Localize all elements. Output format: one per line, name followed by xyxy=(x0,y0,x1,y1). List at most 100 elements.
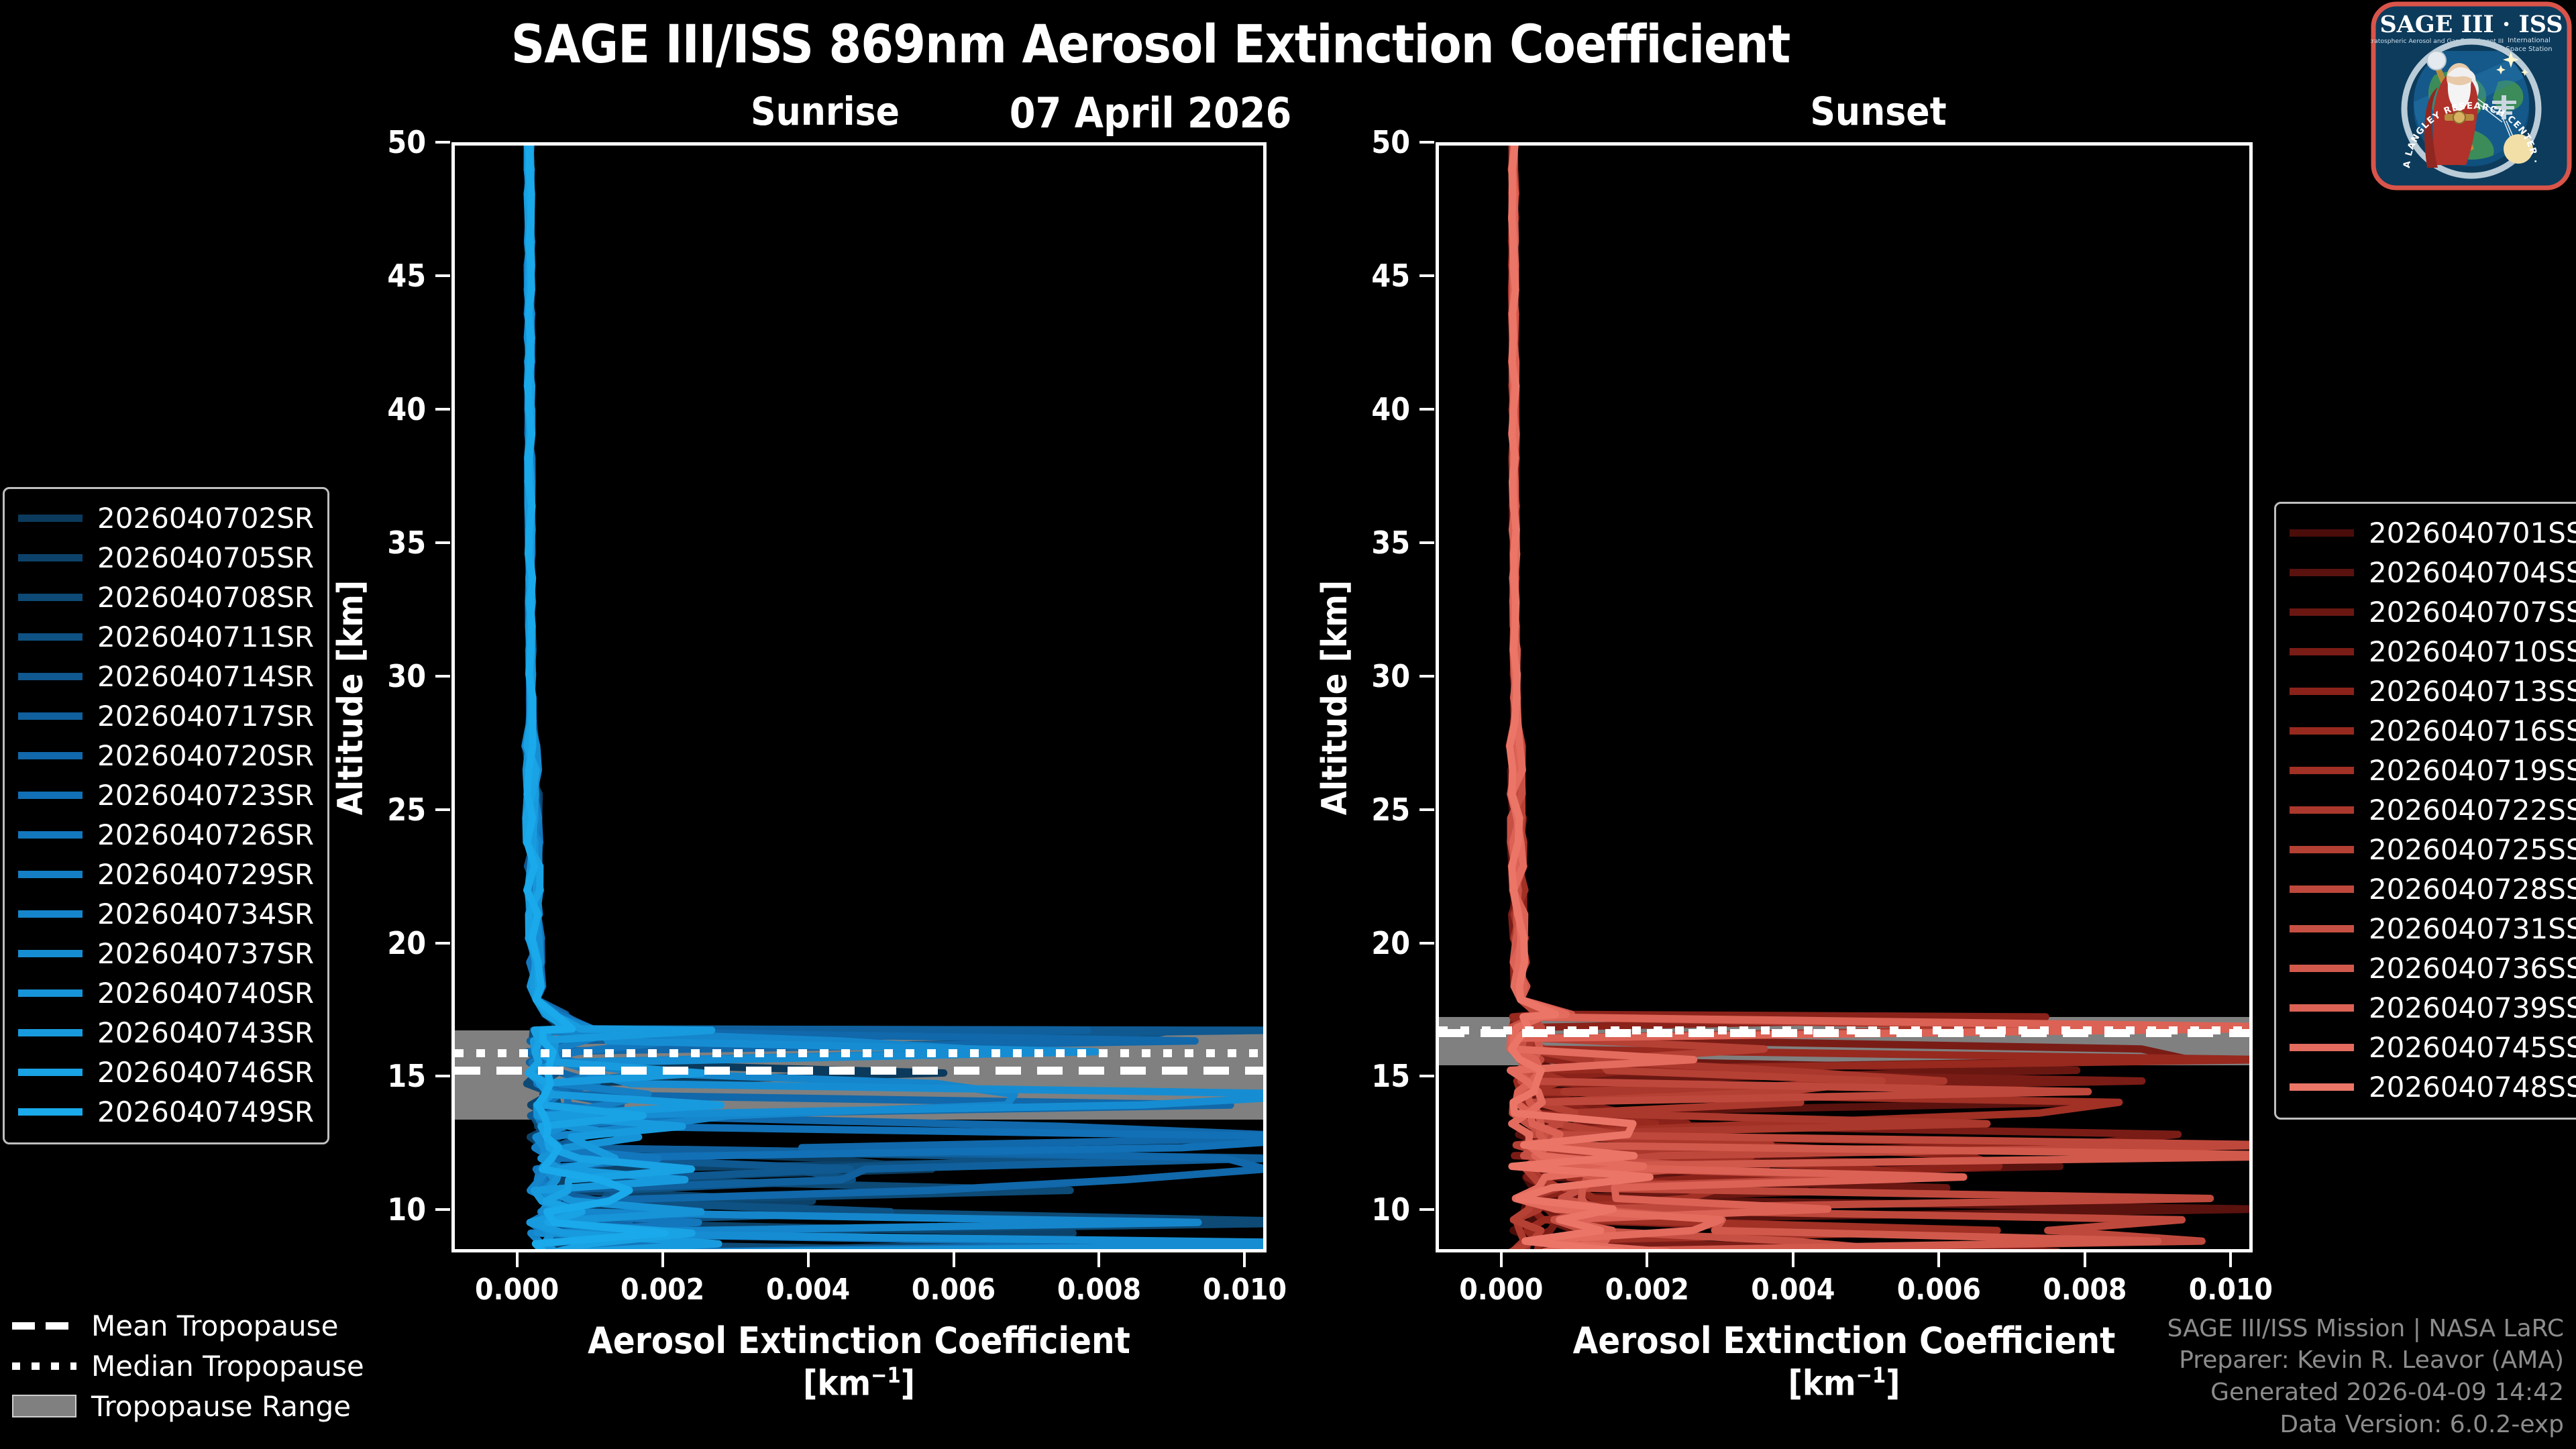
legend-color-swatch xyxy=(18,1108,83,1116)
y-axis-tick-label: 45 xyxy=(1371,257,1410,294)
x-axis-tick-label: 0.006 xyxy=(911,1273,996,1307)
x-axis-tick-mark xyxy=(2229,1252,2233,1267)
legend-item[interactable]: 2026040720SR xyxy=(18,736,314,775)
legend-item[interactable]: 2026040713SS xyxy=(2290,672,2576,711)
x-axis-tick-mark xyxy=(952,1252,955,1267)
sunrise-legend[interactable]: 2026040702SR 2026040705SR 2026040708SR 2026… xyxy=(3,487,330,1144)
legend-item[interactable]: 2026040707SS xyxy=(2290,592,2576,632)
legend-item[interactable]: 2026040749SR xyxy=(18,1092,314,1132)
series-layer xyxy=(1505,146,2249,1249)
data-series-line xyxy=(1506,146,1654,1249)
y-axis-tick-label: 50 xyxy=(387,124,426,160)
legend-item[interactable]: 2026040728SS xyxy=(2290,869,2576,909)
legend-item[interactable]: 2026040722SS xyxy=(2290,790,2576,830)
legend-item[interactable]: 2026040708SR xyxy=(18,578,314,617)
legend-label: 2026040719SS xyxy=(2369,754,2576,787)
legend-label: 2026040717SR xyxy=(97,700,315,733)
y-axis-tick-label: 25 xyxy=(387,791,426,828)
legend-item[interactable]: 2026040717SR xyxy=(18,696,314,736)
legend-item[interactable]: 2026040723SR xyxy=(18,775,314,815)
legend-color-swatch xyxy=(2290,1004,2354,1012)
y-axis-tick-label: 30 xyxy=(1371,657,1410,694)
legend-item[interactable]: 2026040719SS xyxy=(2290,751,2576,790)
legend-item[interactable]: 2026040711SR xyxy=(18,617,314,657)
legend-color-swatch xyxy=(18,673,83,680)
legend-color-swatch xyxy=(2290,925,2354,932)
legend-item[interactable]: 2026040745SS xyxy=(2290,1028,2576,1067)
legend-label: 2026040701SS xyxy=(2369,517,2576,549)
legend-color-swatch xyxy=(18,594,83,601)
legend-item[interactable]: 2026040734SR xyxy=(18,894,314,934)
x-axis-tick-mark xyxy=(515,1252,519,1267)
legend-item[interactable]: 2026040729SR xyxy=(18,855,314,894)
legend-item[interactable]: 2026040740SR xyxy=(18,973,314,1013)
legend-color-swatch xyxy=(2290,885,2354,893)
sunset-x-axis-unit: [km−1] xyxy=(1788,1362,1900,1404)
x-axis-tick-mark xyxy=(806,1252,810,1267)
x-axis-tick-label: 0.002 xyxy=(620,1273,705,1307)
x-axis-tick-mark xyxy=(1097,1252,1101,1267)
legend-label: 2026040731SS xyxy=(2369,912,2576,945)
legend-item[interactable]: 2026040746SR xyxy=(18,1053,314,1092)
legend-label: 2026040708SR xyxy=(97,581,315,614)
legend-item[interactable]: 2026040705SR xyxy=(18,538,314,578)
legend-label: 2026040723SR xyxy=(97,779,315,812)
legend-item[interactable]: 2026040716SS xyxy=(2290,711,2576,751)
legend-label: 2026040702SR xyxy=(97,502,315,535)
sunrise-x-axis-unit: [km−1] xyxy=(802,1362,916,1404)
legend-item[interactable]: 2026040743SR xyxy=(18,1013,314,1053)
x-axis-tick-mark xyxy=(1243,1252,1246,1267)
dotted-line-icon xyxy=(12,1362,76,1370)
legend-item-mean-tropopause: Mean Tropopause xyxy=(12,1305,364,1346)
legend-item[interactable]: 2026040710SS xyxy=(2290,632,2576,672)
legend-item[interactable]: 2026040702SR xyxy=(18,498,314,538)
x-axis-tick-label: 0.010 xyxy=(2188,1273,2273,1307)
legend-label: 2026040720SR xyxy=(97,739,315,772)
legend-color-swatch xyxy=(18,831,83,839)
data-series-line xyxy=(523,146,1263,1249)
legend-color-swatch xyxy=(2290,569,2354,576)
mean-tropopause-line xyxy=(1439,1028,2249,1037)
y-axis-tick-mark xyxy=(1419,941,1434,945)
legend-label: 2026040722SS xyxy=(2369,794,2576,826)
legend-item[interactable]: 2026040704SS xyxy=(2290,553,2576,592)
legend-color-swatch xyxy=(2290,767,2354,774)
legend-item[interactable]: 2026040748SS xyxy=(2290,1067,2576,1107)
legend-label: 2026040739SS xyxy=(2369,991,2576,1024)
legend-item[interactable]: 2026040737SR xyxy=(18,934,314,973)
legend-item[interactable]: 2026040725SS xyxy=(2290,830,2576,869)
y-axis-tick-mark xyxy=(435,274,450,277)
x-axis-tick-label: 0.000 xyxy=(1459,1273,1544,1307)
y-axis-tick-label: 25 xyxy=(1371,791,1410,828)
data-series-line xyxy=(523,146,669,1249)
page-title: SAGE III/ISS 869nm Aerosol Extinction Co… xyxy=(511,15,1791,75)
x-axis-tick-mark xyxy=(1937,1252,1941,1267)
legend-item[interactable]: 2026040736SS xyxy=(2290,949,2576,988)
x-axis-tick-label: 0.010 xyxy=(1202,1273,1287,1307)
y-axis-tick-mark xyxy=(435,808,450,811)
legend-color-swatch xyxy=(18,792,83,799)
y-axis-tick-label: 20 xyxy=(387,924,426,961)
x-axis-tick-mark xyxy=(661,1252,664,1267)
y-axis-tick-mark xyxy=(1419,674,1434,678)
legend-color-swatch xyxy=(2290,1083,2354,1091)
median-tropopause-line xyxy=(455,1049,1263,1057)
legend-label: 2026040729SR xyxy=(97,858,315,891)
y-axis-tick-label: 40 xyxy=(387,390,426,427)
legend-item[interactable]: 2026040739SS xyxy=(2290,988,2576,1028)
x-axis-tick-label: 0.006 xyxy=(1896,1273,1981,1307)
y-axis-tick-mark xyxy=(1419,274,1434,277)
y-axis-tick-label: 15 xyxy=(387,1058,426,1095)
x-axis-tick-mark xyxy=(1646,1252,1649,1267)
x-axis-tick-label: 0.008 xyxy=(1057,1273,1142,1307)
legend-label: 2026040746SR xyxy=(97,1056,315,1089)
svg-text:SAGE III · ISS: SAGE III · ISS xyxy=(2379,11,2563,38)
legend-item[interactable]: 2026040726SR xyxy=(18,815,314,855)
sunset-legend[interactable]: 2026040701SS 2026040704SS 2026040707SS 2026… xyxy=(2274,502,2576,1120)
legend-item[interactable]: 2026040701SS xyxy=(2290,513,2576,553)
legend-item[interactable]: 2026040731SS xyxy=(2290,909,2576,949)
svg-text:Stratospheric Aerosol and Gas: Stratospheric Aerosol and Gas Experiment… xyxy=(2371,38,2504,45)
y-axis-tick-label: 10 xyxy=(387,1191,426,1228)
legend-item[interactable]: 2026040714SR xyxy=(18,657,314,696)
legend-label: 2026040728SS xyxy=(2369,873,2576,906)
